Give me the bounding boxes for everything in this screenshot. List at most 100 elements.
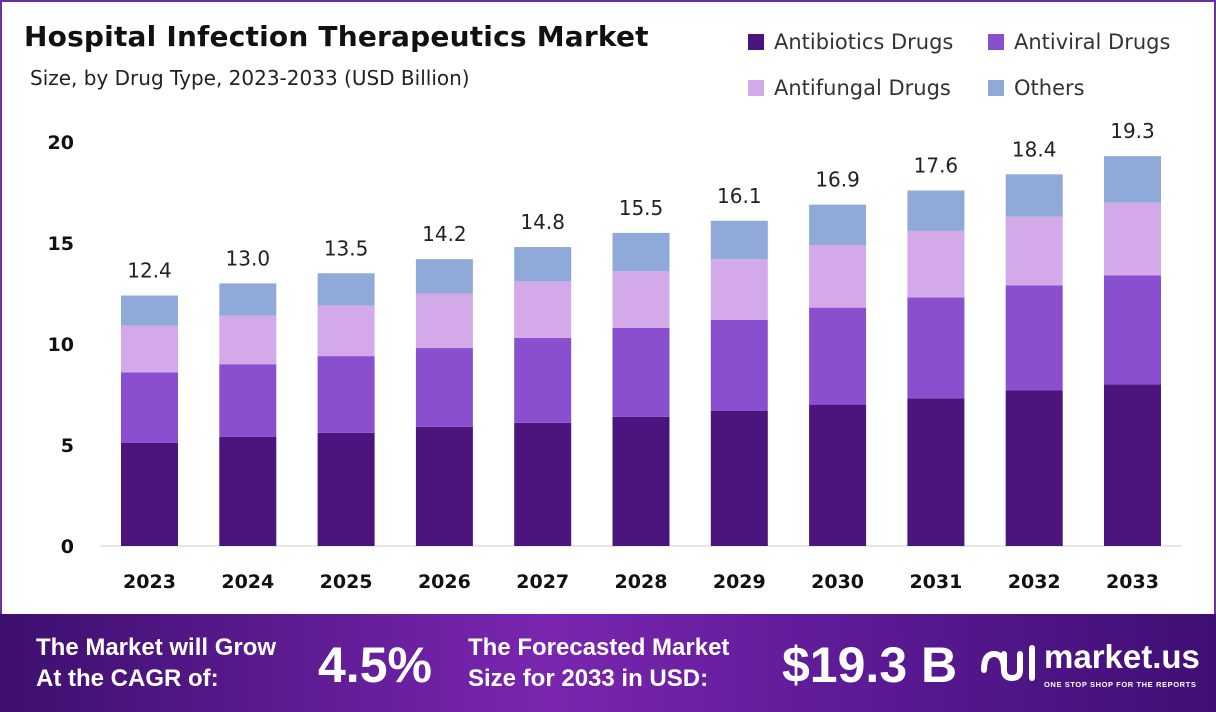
bar-segment-antifungal-drugs bbox=[710, 259, 768, 320]
bar-segment-antifungal-drugs bbox=[612, 271, 670, 328]
x-tick-label: 2032 bbox=[1008, 571, 1061, 593]
y-tick-label: 5 bbox=[61, 435, 74, 457]
x-tick-label: 2031 bbox=[909, 571, 962, 593]
x-tick-label: 2028 bbox=[615, 571, 668, 593]
bar-total-label: 18.4 bbox=[1012, 137, 1057, 161]
bar-total-label: 16.1 bbox=[717, 184, 762, 208]
brand-logo: market.us ONE STOP SHOP FOR THE REPORTS bbox=[980, 638, 1210, 698]
forecast-caption-line2: Size for 2033 in USD: bbox=[468, 665, 709, 692]
x-tick-label: 2027 bbox=[516, 571, 569, 593]
y-tick-label: 0 bbox=[61, 536, 74, 558]
legend-label-antibiotics: Antibiotics Drugs bbox=[774, 30, 954, 54]
bar-segment-antifungal-drugs bbox=[1104, 202, 1161, 276]
bar-segment-antiviral-drugs bbox=[1104, 275, 1161, 385]
bar-segment-antibiotics-drugs bbox=[809, 404, 867, 546]
brand-mark-icon bbox=[981, 645, 1035, 682]
y-tick-label: 10 bbox=[48, 334, 74, 356]
bar-segment-others bbox=[809, 204, 867, 246]
legend-item-antibiotics: Antibiotics Drugs bbox=[748, 30, 988, 54]
summary-banner: The Market will Grow At the CAGR of: 4.5… bbox=[0, 614, 1216, 712]
bar-segment-antibiotics-drugs bbox=[907, 398, 965, 546]
bar-segment-antiviral-drugs bbox=[710, 319, 768, 411]
bar-total-label: 12.4 bbox=[127, 259, 172, 283]
x-tick-label: 2029 bbox=[713, 571, 766, 593]
chart-title: Hospital Infection Therapeutics Market bbox=[24, 20, 649, 53]
bar-segment-antifungal-drugs bbox=[121, 325, 178, 373]
legend-label-antifungal: Antifungal Drugs bbox=[774, 76, 951, 100]
bar-total-label: 13.5 bbox=[324, 236, 369, 260]
brand-tagline: ONE STOP SHOP FOR THE REPORTS bbox=[1044, 680, 1197, 689]
chart-subtitle: Size, by Drug Type, 2023-2033 (USD Billi… bbox=[30, 66, 470, 90]
bar-total-label: 19.3 bbox=[1110, 119, 1155, 143]
bar-segment-antiviral-drugs bbox=[809, 307, 867, 405]
bar-total-label: 14.2 bbox=[422, 222, 467, 246]
bar-total-label: 14.8 bbox=[520, 210, 565, 234]
bar-total-label: 13.0 bbox=[226, 246, 271, 270]
bar-segment-antiviral-drugs bbox=[514, 337, 572, 423]
bar-segment-antiviral-drugs bbox=[415, 348, 473, 427]
legend-label-antiviral: Antiviral Drugs bbox=[1014, 30, 1171, 54]
bar-segment-antifungal-drugs bbox=[907, 230, 965, 298]
x-tick-label: 2024 bbox=[221, 571, 274, 593]
legend-label-others: Others bbox=[1014, 76, 1085, 100]
bar-segment-antifungal-drugs bbox=[1005, 216, 1063, 286]
bar-segment-others bbox=[1104, 156, 1161, 203]
bar-segment-others bbox=[907, 190, 965, 231]
bar-segment-antifungal-drugs bbox=[514, 281, 572, 338]
bar-segment-antifungal-drugs bbox=[415, 293, 473, 349]
chart-frame bbox=[0, 0, 1216, 614]
bar-segment-antibiotics-drugs bbox=[1005, 390, 1063, 546]
y-tick-label: 15 bbox=[48, 233, 74, 255]
bar-segment-antiviral-drugs bbox=[612, 327, 670, 417]
legend-swatch-antifungal bbox=[748, 80, 764, 96]
bar-segment-others bbox=[612, 232, 670, 272]
cagr-caption-line2: At the CAGR of: bbox=[36, 665, 219, 692]
legend-item-antifungal: Antifungal Drugs bbox=[748, 76, 988, 100]
bar-chart: 0 5 10 15 20 12.4 2023 13.0 2024 13.5 2025 14.2 2026… bbox=[48, 119, 1182, 593]
forecast-caption: The Forecasted Market Size for 2033 in U… bbox=[468, 632, 729, 694]
bar-segment-antibiotics-drugs bbox=[1104, 384, 1161, 546]
x-tick-label: 2033 bbox=[1106, 571, 1159, 593]
bar-segment-others bbox=[121, 295, 178, 326]
bar-segment-others bbox=[710, 220, 768, 260]
x-tick-label: 2026 bbox=[418, 571, 471, 593]
legend-swatch-antibiotics bbox=[748, 34, 764, 50]
bar-segment-antibiotics-drugs bbox=[514, 422, 572, 546]
x-tick-label: 2025 bbox=[320, 571, 373, 593]
bar-segment-antiviral-drugs bbox=[317, 356, 375, 433]
bar-segment-antiviral-drugs bbox=[907, 297, 965, 399]
cagr-caption: The Market will Grow At the CAGR of: bbox=[36, 632, 276, 694]
bar-segment-antifungal-drugs bbox=[219, 315, 277, 365]
cagr-value: 4.5% bbox=[318, 637, 432, 693]
bar-segment-antiviral-drugs bbox=[219, 364, 277, 437]
bar-segment-others bbox=[415, 259, 473, 294]
bar-segment-antibiotics-drugs bbox=[219, 436, 277, 546]
bar-segment-antibiotics-drugs bbox=[317, 432, 375, 546]
bar-segment-antifungal-drugs bbox=[317, 305, 375, 357]
bar-segment-antibiotics-drugs bbox=[415, 426, 473, 546]
brand-name: market.us bbox=[1044, 638, 1200, 675]
legend-item-others: Others bbox=[988, 76, 1188, 100]
bar-segment-antiviral-drugs bbox=[1005, 285, 1063, 391]
bar-total-label: 16.9 bbox=[815, 168, 860, 192]
bar-segment-antiviral-drugs bbox=[121, 372, 178, 443]
bar-segment-antibiotics-drugs bbox=[121, 442, 178, 546]
bar-total-label: 15.5 bbox=[619, 196, 664, 220]
bar-segment-antibiotics-drugs bbox=[612, 416, 670, 546]
x-tick-label: 2030 bbox=[811, 571, 864, 593]
bar-segment-antibiotics-drugs bbox=[710, 410, 768, 546]
bar-segment-others bbox=[514, 247, 572, 282]
legend: Antibiotics Drugs Antiviral Drugs Antifu… bbox=[748, 30, 1208, 100]
bar-segment-antifungal-drugs bbox=[809, 245, 867, 308]
legend-item-antiviral: Antiviral Drugs bbox=[988, 30, 1188, 54]
forecast-caption-line1: The Forecasted Market bbox=[468, 634, 730, 661]
legend-swatch-antiviral bbox=[988, 34, 1004, 50]
bar-segment-others bbox=[219, 283, 277, 316]
y-tick-label: 20 bbox=[48, 132, 74, 154]
bar-segment-others bbox=[1005, 174, 1063, 217]
bar-segment-others bbox=[317, 273, 375, 306]
forecast-value: $19.3 B bbox=[782, 637, 958, 693]
cagr-caption-line1: The Market will Grow bbox=[36, 634, 277, 661]
x-tick-label: 2023 bbox=[123, 571, 176, 593]
legend-swatch-others bbox=[988, 80, 1004, 96]
